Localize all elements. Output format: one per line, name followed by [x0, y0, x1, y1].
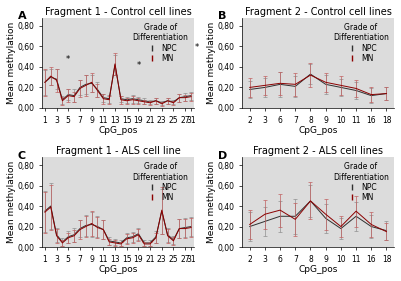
Title: Fragment 2 - Control cell lines: Fragment 2 - Control cell lines: [245, 7, 391, 17]
Title: Fragment 2 - ALS cell lines: Fragment 2 - ALS cell lines: [253, 146, 383, 156]
Text: A: A: [18, 12, 26, 21]
Legend: NPC, MN: NPC, MN: [331, 161, 390, 203]
Title: Fragment 1 - Control cell lines: Fragment 1 - Control cell lines: [45, 7, 191, 17]
Text: *: *: [136, 61, 140, 70]
X-axis label: CpG_pos: CpG_pos: [98, 126, 138, 135]
Text: B: B: [218, 12, 226, 21]
Legend: NPC, MN: NPC, MN: [131, 22, 190, 64]
X-axis label: CpG_pos: CpG_pos: [98, 265, 138, 274]
X-axis label: CpG_pos: CpG_pos: [298, 126, 338, 135]
X-axis label: CpG_pos: CpG_pos: [298, 265, 338, 274]
Text: D: D: [218, 151, 227, 160]
Text: *: *: [195, 42, 199, 51]
Y-axis label: Mean methylation: Mean methylation: [207, 161, 216, 243]
Y-axis label: Mean methylation: Mean methylation: [207, 22, 216, 104]
Legend: NPC, MN: NPC, MN: [131, 161, 190, 203]
Text: *: *: [66, 55, 71, 64]
Text: C: C: [18, 151, 26, 160]
Legend: NPC, MN: NPC, MN: [331, 22, 390, 64]
Y-axis label: Mean methylation: Mean methylation: [7, 161, 16, 243]
Title: Fragment 1 - ALS cell line: Fragment 1 - ALS cell line: [56, 146, 180, 156]
Y-axis label: Mean methylation: Mean methylation: [7, 22, 16, 104]
